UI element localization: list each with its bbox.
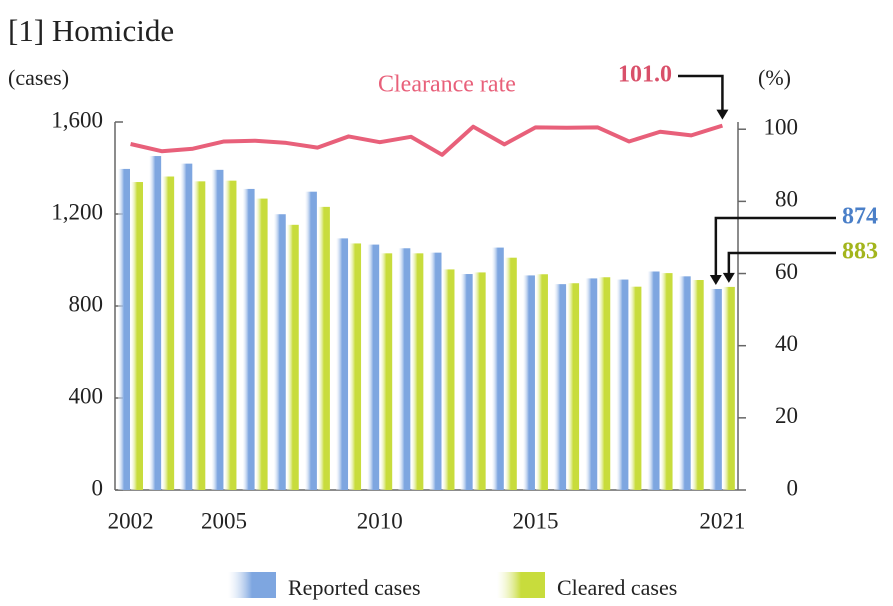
x-tick-label: 2015 xyxy=(513,508,559,533)
y-tick-label: 1,200 xyxy=(51,199,103,224)
bar xyxy=(317,206,330,490)
y-tick-label: 400 xyxy=(69,383,104,408)
bar xyxy=(255,198,268,490)
x-tick-label: 2010 xyxy=(357,508,403,533)
y-tick-label: 800 xyxy=(69,291,104,316)
bar xyxy=(722,286,735,490)
y2-tick-label: 0 xyxy=(787,475,799,500)
y-tick-label: 0 xyxy=(92,475,104,500)
bar xyxy=(131,182,143,490)
bar xyxy=(535,274,548,490)
bar xyxy=(349,243,362,490)
legend-label: Reported cases xyxy=(288,575,421,600)
bar xyxy=(380,253,393,490)
y2-tick-label: 80 xyxy=(775,187,798,212)
bar xyxy=(242,188,255,490)
bar xyxy=(554,284,567,490)
arrow-head xyxy=(722,272,735,283)
bar xyxy=(616,279,629,490)
bar xyxy=(398,248,411,490)
legend-swatch xyxy=(228,572,276,598)
bar xyxy=(598,277,611,490)
legend-label: Cleared cases xyxy=(557,575,677,600)
bar xyxy=(442,269,455,490)
x-tick-label: 2021 xyxy=(699,508,745,533)
bar xyxy=(491,247,504,490)
series-label: Clearance rate xyxy=(378,72,516,98)
bar xyxy=(709,288,722,490)
data-label: 883 xyxy=(842,239,878,265)
data-label: 101.0 xyxy=(618,62,672,88)
bar xyxy=(286,224,299,490)
line xyxy=(130,123,724,157)
annotation-arrow xyxy=(714,216,836,277)
y2-tick-label: 20 xyxy=(775,403,798,428)
bar xyxy=(678,276,691,490)
arrow-head xyxy=(709,274,722,285)
bar xyxy=(211,169,224,490)
x-tick-label: 2005 xyxy=(201,508,247,533)
bar xyxy=(162,176,175,490)
bar xyxy=(367,244,380,490)
y-tick-label: 1,600 xyxy=(51,107,103,132)
bar xyxy=(691,280,704,490)
bar xyxy=(273,214,286,491)
y2-tick-label: 100 xyxy=(764,114,799,139)
bar xyxy=(473,272,486,490)
bar xyxy=(411,253,424,490)
bar xyxy=(504,257,517,490)
bar xyxy=(629,286,642,490)
chart-title: [1] Homicide xyxy=(8,13,174,48)
y-axis-label: (cases) xyxy=(8,65,69,90)
bar xyxy=(336,238,349,490)
annotation-arrow xyxy=(678,74,724,112)
y2-tick-label: 40 xyxy=(775,331,798,356)
bar xyxy=(429,252,442,490)
annotation-arrow xyxy=(727,251,836,275)
bar xyxy=(149,156,162,491)
bar xyxy=(585,278,598,490)
bar xyxy=(460,274,473,490)
bar xyxy=(224,180,237,490)
bar xyxy=(660,273,673,490)
x-tick-label: 2002 xyxy=(108,508,154,533)
arrow-head xyxy=(716,109,729,120)
bar xyxy=(304,191,317,490)
bar xyxy=(522,275,535,490)
bar xyxy=(118,168,130,491)
bar xyxy=(567,283,580,490)
bar xyxy=(647,271,660,490)
data-label: 874 xyxy=(842,204,878,230)
y2-axis-label: (%) xyxy=(758,65,791,90)
y2-tick-label: 60 xyxy=(775,259,798,284)
legend-swatch xyxy=(497,572,545,598)
bar xyxy=(193,181,206,490)
bar xyxy=(180,163,193,490)
